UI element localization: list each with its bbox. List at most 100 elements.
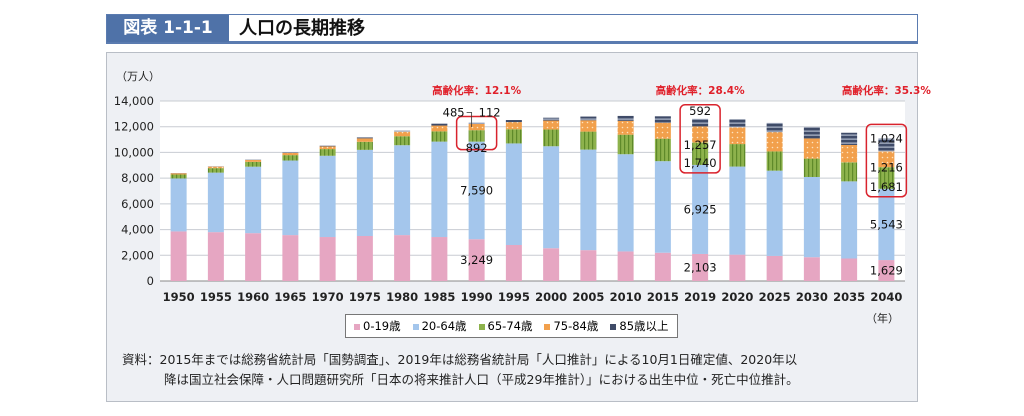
legend-label: 75-84歳 <box>553 319 599 333</box>
data-label: 112 <box>479 105 501 119</box>
bar-segment-1985-0 <box>431 237 448 281</box>
x-tick-label: 1980 <box>386 290 418 304</box>
bar-segment-1985-3 <box>431 125 448 132</box>
legend-item: 20-64歳 <box>412 315 467 337</box>
bar-segment-2005-1 <box>580 149 597 251</box>
x-tick-label: 2030 <box>796 290 828 304</box>
x-tick-label: 2019 <box>684 290 716 304</box>
data-label: 1,740 <box>684 156 717 170</box>
bar-segment-2035-2 <box>841 162 858 182</box>
figure-number: 図表 1-1-1 <box>107 15 229 42</box>
bar-segment-2030-3 <box>803 138 820 159</box>
bar-segment-2015-1 <box>654 161 671 253</box>
bar-segment-1995-4 <box>505 120 522 123</box>
highlight-box <box>455 115 498 151</box>
data-label: 6,925 <box>684 202 717 216</box>
bar-segment-2025-2 <box>766 151 783 171</box>
bar-segment-1955-0 <box>207 232 224 281</box>
x-tick-label: 2040 <box>870 290 902 304</box>
x-tick-label: 1955 <box>200 290 232 304</box>
bar-segment-2019-4 <box>692 118 709 127</box>
bar-segment-1975-1 <box>356 149 373 236</box>
x-tick-label: 2035 <box>833 290 865 304</box>
data-label: 3,249 <box>460 253 493 267</box>
highlight-box <box>865 123 908 198</box>
legend: 0-19歳 20-64歳 65-74歳 75-84歳 85歳以上 <box>345 314 678 338</box>
bar-segment-2020-2 <box>729 144 746 167</box>
legend-swatch <box>610 323 617 330</box>
bar-segment-2020-3 <box>729 127 746 145</box>
legend-item: 85歳以上 <box>610 315 669 337</box>
data-label: 1,681 <box>870 180 903 194</box>
bar-segment-1950-2 <box>170 174 187 179</box>
bar-segment-1960-1 <box>245 166 262 234</box>
bar-segment-1970-1 <box>319 155 336 238</box>
bar-segment-1965-2 <box>282 155 299 161</box>
bar-segment-1995-2 <box>505 129 522 144</box>
leader-line <box>466 112 473 128</box>
bar-segment-1980-0 <box>394 235 411 281</box>
bar-segment-2010-2 <box>617 134 634 155</box>
bar-segment-1970-0 <box>319 237 336 281</box>
x-tick-label: 2020 <box>721 290 753 304</box>
x-tick-label: 1995 <box>498 290 530 304</box>
bar-segment-2019-1 <box>692 164 709 254</box>
data-label: 1,024 <box>870 131 903 145</box>
bar-segment-1960-2 <box>245 161 262 167</box>
bar-segment-1990-3 <box>468 123 485 131</box>
bar-segment-2025-4 <box>766 122 783 133</box>
bar-segment-1950-3 <box>170 173 187 175</box>
bar-segment-1980-1 <box>394 145 411 236</box>
legend-swatch <box>354 323 360 330</box>
bar-segment-1970-3 <box>319 146 336 150</box>
bar-segment-2035-4 <box>841 132 858 145</box>
x-tick-label: 1950 <box>163 290 195 304</box>
bar-segment-2019-3 <box>692 126 709 143</box>
bar-segment-2019-2 <box>692 142 709 165</box>
source-line-2: 降は国立社会保障・人口問題研究所「日本の将来推計人口（平成29年推計）」における… <box>164 372 799 387</box>
bar-segment-2040-3 <box>878 151 895 168</box>
bar-segment-1960-3 <box>245 160 262 162</box>
legend-swatch <box>544 323 551 330</box>
aging-rate-label: 高齢化率：12.1% <box>432 84 521 97</box>
bar-segment-2015-4 <box>654 116 671 123</box>
bar-segment-1975-3 <box>356 138 373 142</box>
bar-segment-2015-0 <box>654 252 671 281</box>
bar-segment-2030-0 <box>803 257 820 281</box>
bar-segment-1980-2 <box>394 136 411 146</box>
figure-title: 人口の長期推移 <box>239 18 365 39</box>
bar-segment-1990-2 <box>468 130 485 142</box>
bar-segment-1955-2 <box>207 168 224 173</box>
bar-segment-1960-0 <box>245 233 262 281</box>
bar-segment-2000-0 <box>543 248 560 281</box>
x-tick-label: 1960 <box>237 290 269 304</box>
bar-segment-2010-1 <box>617 154 634 252</box>
data-label: 485 <box>443 105 465 119</box>
bar-segment-1950-0 <box>170 231 187 281</box>
bar-segment-2030-4 <box>803 127 820 139</box>
x-tick-label: 2025 <box>759 290 791 304</box>
bar-segment-1975-2 <box>356 141 373 150</box>
bar-segment-2019-0 <box>692 253 709 281</box>
aging-rate-label: 高齢化率：28.4% <box>656 84 745 97</box>
bar-segment-2025-3 <box>766 132 783 152</box>
bar-segment-1965-1 <box>282 160 299 236</box>
bar-segment-1965-0 <box>282 235 299 281</box>
bar-segment-2025-0 <box>766 255 783 281</box>
bar-segment-1990-4 <box>468 122 485 124</box>
bar-segment-1985-1 <box>431 141 448 238</box>
data-label: 5,543 <box>870 217 903 231</box>
highlight-box <box>679 104 721 174</box>
legend-label: 65-74歳 <box>487 319 533 333</box>
bar-segment-2010-3 <box>617 120 634 135</box>
bar-segment-1990-0 <box>468 239 485 281</box>
source-line-1: 資料：2015年までは総務省統計局「国勢調査」、2019年は総務省統計局「人口推… <box>122 352 798 367</box>
x-tick-label: 2010 <box>610 290 642 304</box>
x-tick-label: 2000 <box>535 290 567 304</box>
x-tick-label: 1985 <box>423 290 455 304</box>
bar-segment-1985-2 <box>431 131 448 142</box>
bar-segment-2010-0 <box>617 251 634 281</box>
y-tick-label: 10,000 <box>114 145 154 159</box>
y-tick-label: 8,000 <box>121 171 154 185</box>
